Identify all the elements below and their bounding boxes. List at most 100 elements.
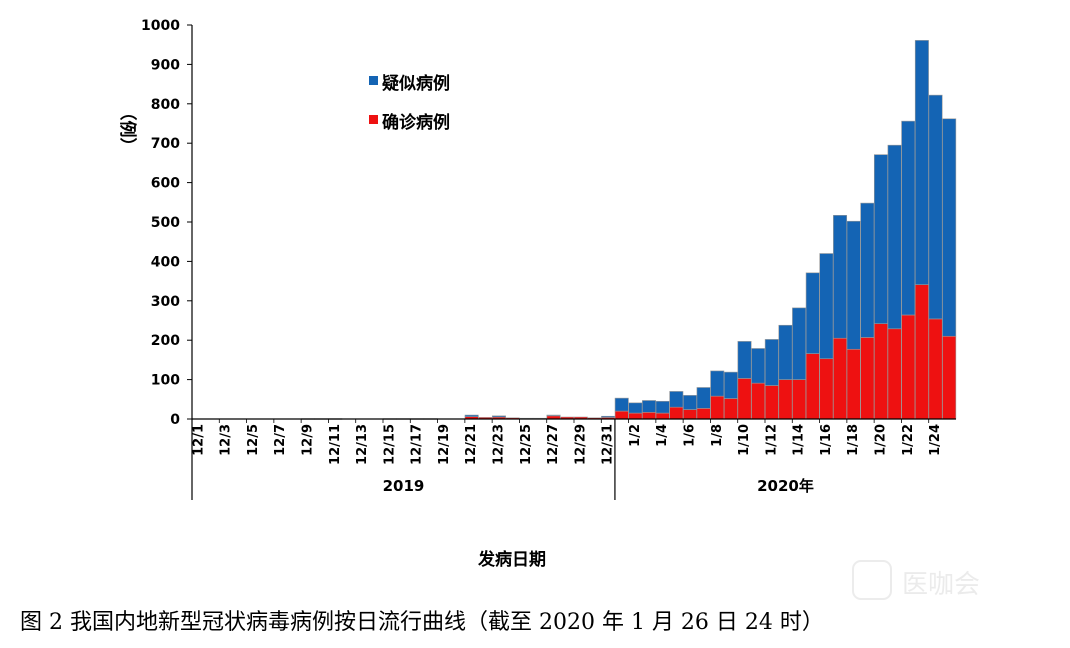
x-tick-label-1-10: 1/10 [737, 424, 752, 456]
bar-suspected-1-16 [819, 253, 834, 360]
y-axis-ticks: 0 100 200 300 400 500 600 700 800 900 1000 [141, 18, 192, 428]
x-tick-label-1-24: 1/24 [928, 424, 943, 456]
bar-confirmed-1-12 [764, 385, 779, 420]
bar-suspected-1-18 [846, 220, 861, 350]
bar-confirmed-1-16 [819, 358, 834, 420]
y-tick-label-800: 800 [151, 97, 180, 113]
bar-confirmed-1-20 [873, 323, 888, 420]
bar-suspected-1-4 [655, 400, 670, 414]
x-tick-label-12-27: 12/27 [546, 424, 561, 465]
y-tick-label-600: 600 [151, 176, 180, 192]
y-tick-label-1000: 1000 [141, 18, 180, 34]
bar-suspected-1-5 [669, 391, 684, 408]
bar-confirmed-1-25 [942, 335, 957, 420]
bar-confirmed-1-6 [682, 409, 697, 420]
x-tick-label-12-29: 12/29 [573, 424, 588, 465]
watermark-text: 医咖会 [902, 570, 981, 600]
bar-suspected-1-21 [887, 144, 902, 330]
y-tick-label-500: 500 [151, 215, 180, 231]
y-tick-label-900: 900 [151, 57, 180, 73]
bar-suspected-1-9 [723, 371, 738, 399]
bar-layer [300, 40, 957, 420]
bar-suspected-1-6 [682, 395, 697, 410]
x-tick-label-12-9: 12/9 [300, 424, 315, 456]
bar-confirmed-1-5 [669, 406, 684, 420]
bar-confirmed-1-7 [696, 408, 711, 420]
bar-suspected-1-1 [614, 397, 629, 412]
x-tick-label-12-7: 12/7 [273, 424, 288, 456]
bar-suspected-1-22 [901, 120, 916, 316]
bar-suspected-1-20 [873, 154, 888, 324]
bar-suspected-1-8 [710, 370, 725, 397]
x-tick-label-12-21: 12/21 [464, 424, 479, 465]
bar-confirmed-1-22 [901, 314, 916, 420]
y-tick-label-200: 200 [151, 333, 180, 349]
x-tick-label-1-6: 1/6 [682, 424, 697, 447]
bar-suspected-12-27 [546, 414, 561, 417]
x-tick-label-1-14: 1/14 [792, 424, 807, 456]
bar-confirmed-1-19 [860, 337, 875, 420]
legend-swatch-suspected [369, 76, 378, 85]
bar-confirmed-1-17 [833, 337, 848, 420]
group-label-0: 2019 [383, 477, 425, 495]
y-tick-label-0: 0 [170, 412, 180, 428]
bar-suspected-1-14 [792, 307, 807, 380]
legend-swatch-confirmed [369, 115, 378, 124]
bar-confirmed-1-4 [655, 412, 670, 420]
x-tick-label-12-3: 12/3 [219, 424, 234, 456]
legend-label-confirmed: 确诊病例 [382, 112, 450, 133]
x-axis-groups: 2019 2020年 [383, 419, 814, 500]
x-tick-label-1-12: 1/12 [764, 424, 779, 456]
y-tick-label-300: 300 [151, 294, 180, 310]
bar-suspected-1-17 [833, 215, 848, 339]
bar-confirmed-1-21 [887, 328, 902, 420]
group-label-1: 2020年 [757, 477, 814, 495]
watermark-logo: 医咖会 [852, 556, 1052, 604]
x-tick-label-1-2: 1/2 [628, 424, 643, 447]
x-tick-label-12-1: 12/1 [191, 424, 206, 456]
bar-suspected-1-13 [778, 324, 793, 380]
bar-confirmed-1-23 [914, 284, 929, 420]
y-tick-label-100: 100 [151, 373, 180, 389]
bar-confirmed-1-1 [614, 410, 629, 420]
bar-confirmed-1-3 [642, 411, 657, 420]
bar-confirmed-1-24 [928, 318, 943, 420]
bar-confirmed-1-11 [751, 382, 766, 420]
x-tick-label-12-15: 12/15 [382, 424, 397, 465]
bar-confirmed-1-10 [737, 378, 752, 420]
bar-suspected-12-21 [464, 414, 479, 417]
bar-suspected-12-31 [601, 415, 616, 418]
bar-suspected-1-23 [914, 40, 929, 285]
x-tick-label-12-23: 12/23 [491, 424, 506, 465]
bar-suspected-1-11 [751, 348, 766, 384]
bar-suspected-12-23 [491, 415, 506, 418]
bar-confirmed-1-15 [805, 353, 820, 420]
figure-caption: 图 2 我国内地新型冠状病毒病例按日流行曲线（截至 2020 年 1 月 26 … [20, 610, 824, 635]
bar-confirmed-1-9 [723, 398, 738, 420]
x-tick-label-12-13: 12/13 [355, 424, 370, 465]
x-axis-ticks: 12/1 12/3 12/5 12/7 12/9 12/11 12/13 12/15 12/17… [191, 419, 943, 465]
bar-suspected-1-25 [942, 118, 957, 337]
chart-legend: 疑似病例 确诊病例 [369, 73, 450, 133]
bar-confirmed-1-8 [710, 395, 725, 420]
x-tick-label-12-31: 12/31 [601, 424, 616, 465]
x-axis-title: 发病日期 [477, 549, 546, 570]
bar-suspected-1-19 [860, 202, 875, 338]
x-tick-label-1-18: 1/18 [846, 424, 861, 456]
bar-suspected-1-10 [737, 341, 752, 379]
x-tick-label-1-16: 1/16 [819, 424, 834, 456]
x-tick-label-12-5: 12/5 [246, 424, 261, 456]
x-tick-label-1-4: 1/4 [655, 424, 670, 447]
x-tick-label-12-11: 12/11 [328, 424, 343, 465]
y-tick-label-700: 700 [151, 136, 180, 152]
bar-confirmed-1-18 [846, 348, 861, 420]
bar-confirmed-1-13 [778, 379, 793, 420]
x-tick-label-12-25: 12/25 [519, 424, 534, 465]
watermark-icon [852, 560, 892, 600]
x-tick-label-12-19: 12/19 [437, 424, 452, 465]
y-axis-title: （例） [117, 104, 138, 155]
bar-suspected-1-7 [696, 387, 711, 409]
x-tick-label-1-8: 1/8 [710, 424, 725, 447]
bar-suspected-1-2 [628, 402, 643, 414]
